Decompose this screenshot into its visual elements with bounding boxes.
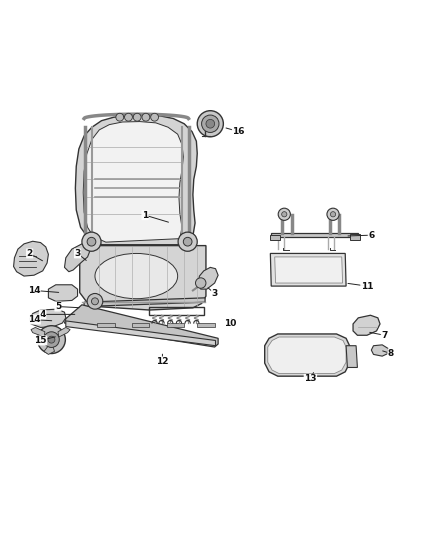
Polygon shape [14, 241, 48, 276]
Polygon shape [30, 309, 66, 327]
Polygon shape [270, 235, 280, 239]
Polygon shape [64, 305, 218, 347]
Circle shape [116, 114, 124, 121]
Circle shape [38, 326, 65, 353]
Polygon shape [371, 345, 388, 356]
Polygon shape [197, 323, 215, 327]
Text: 2: 2 [27, 249, 33, 258]
Text: 6: 6 [368, 231, 374, 240]
Polygon shape [84, 298, 205, 306]
Circle shape [133, 114, 141, 121]
Text: 4: 4 [39, 310, 46, 319]
Text: 3: 3 [212, 289, 218, 298]
Text: 3: 3 [74, 249, 81, 258]
Polygon shape [66, 321, 215, 346]
Circle shape [44, 332, 59, 348]
Circle shape [278, 208, 290, 220]
Polygon shape [265, 334, 350, 376]
Circle shape [142, 114, 150, 121]
Polygon shape [198, 268, 218, 289]
Polygon shape [268, 337, 346, 374]
Polygon shape [64, 244, 91, 272]
Circle shape [82, 232, 101, 251]
Circle shape [151, 114, 159, 121]
Text: 14: 14 [28, 315, 40, 324]
Text: 14: 14 [28, 286, 40, 295]
Circle shape [282, 212, 287, 217]
Polygon shape [44, 346, 54, 354]
Polygon shape [31, 327, 45, 337]
Polygon shape [83, 122, 184, 242]
Circle shape [206, 119, 215, 128]
Circle shape [87, 294, 103, 309]
Polygon shape [75, 116, 197, 245]
Polygon shape [271, 232, 358, 237]
Text: 10: 10 [224, 319, 236, 328]
Circle shape [87, 237, 96, 246]
Circle shape [330, 212, 336, 217]
Polygon shape [97, 323, 115, 327]
Text: 11: 11 [361, 281, 373, 290]
Polygon shape [350, 234, 360, 239]
Text: 8: 8 [388, 349, 394, 358]
Polygon shape [270, 254, 346, 286]
Circle shape [184, 237, 192, 246]
Text: 15: 15 [34, 336, 47, 345]
Polygon shape [48, 285, 78, 301]
Polygon shape [58, 327, 70, 337]
Circle shape [195, 278, 206, 288]
Circle shape [197, 111, 223, 137]
Polygon shape [346, 346, 357, 367]
Circle shape [92, 298, 99, 305]
Circle shape [201, 115, 219, 133]
Polygon shape [132, 323, 149, 327]
Polygon shape [167, 323, 184, 327]
Ellipse shape [95, 254, 178, 298]
Circle shape [124, 114, 132, 121]
Text: 7: 7 [381, 331, 388, 340]
Text: 12: 12 [156, 357, 169, 366]
Circle shape [178, 232, 197, 251]
Text: 13: 13 [304, 374, 317, 383]
Polygon shape [353, 315, 380, 335]
Text: 5: 5 [55, 302, 61, 311]
Text: 1: 1 [142, 211, 148, 220]
Circle shape [327, 208, 339, 220]
Circle shape [48, 336, 55, 343]
Polygon shape [80, 246, 206, 310]
Polygon shape [275, 257, 343, 283]
Text: 16: 16 [232, 127, 245, 136]
